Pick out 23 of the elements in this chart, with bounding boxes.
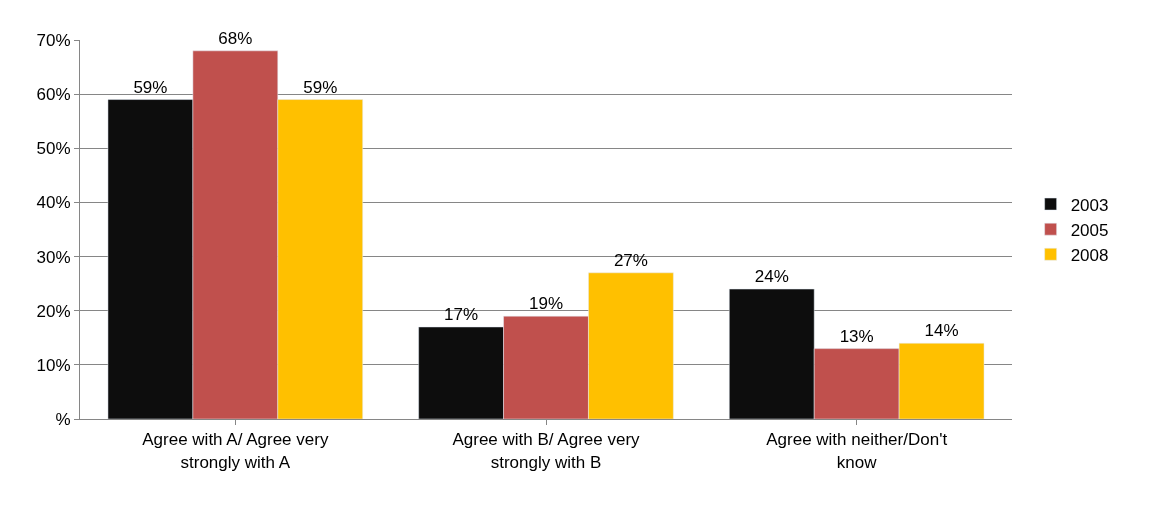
y-tick-label: 70%	[36, 30, 71, 50]
data-label: 19%	[528, 294, 564, 314]
x-tick-label: Agree with A/ Agree very strongly with A	[142, 430, 329, 472]
data-label: 59%	[133, 77, 168, 97]
y-tick-label: 40%	[36, 193, 71, 213]
y-tick-label: %	[55, 409, 71, 429]
y-tick-label: 10%	[36, 355, 71, 375]
data-label: 24%	[754, 267, 789, 287]
data-label: 14%	[924, 321, 959, 341]
data-label: 13%	[839, 326, 874, 346]
data-label: 68%	[218, 28, 253, 48]
x-tick-label: Agree with neither/Don't know	[766, 430, 948, 472]
data-label: 59%	[303, 77, 338, 97]
y-tick-label: 30%	[36, 247, 71, 267]
data-label: 27%	[613, 250, 648, 270]
y-tick-label: 50%	[36, 139, 71, 159]
y-tick-label: 60%	[36, 85, 71, 105]
data-label: 17%	[444, 304, 479, 324]
legend-label: 2005	[1070, 220, 1109, 240]
y-tick-label: 20%	[36, 301, 71, 321]
legend-label: 2008	[1070, 245, 1109, 265]
x-tick-label: Agree with B/ Agree very strongly with B	[452, 430, 641, 472]
legend-label: 2003	[1070, 195, 1109, 215]
